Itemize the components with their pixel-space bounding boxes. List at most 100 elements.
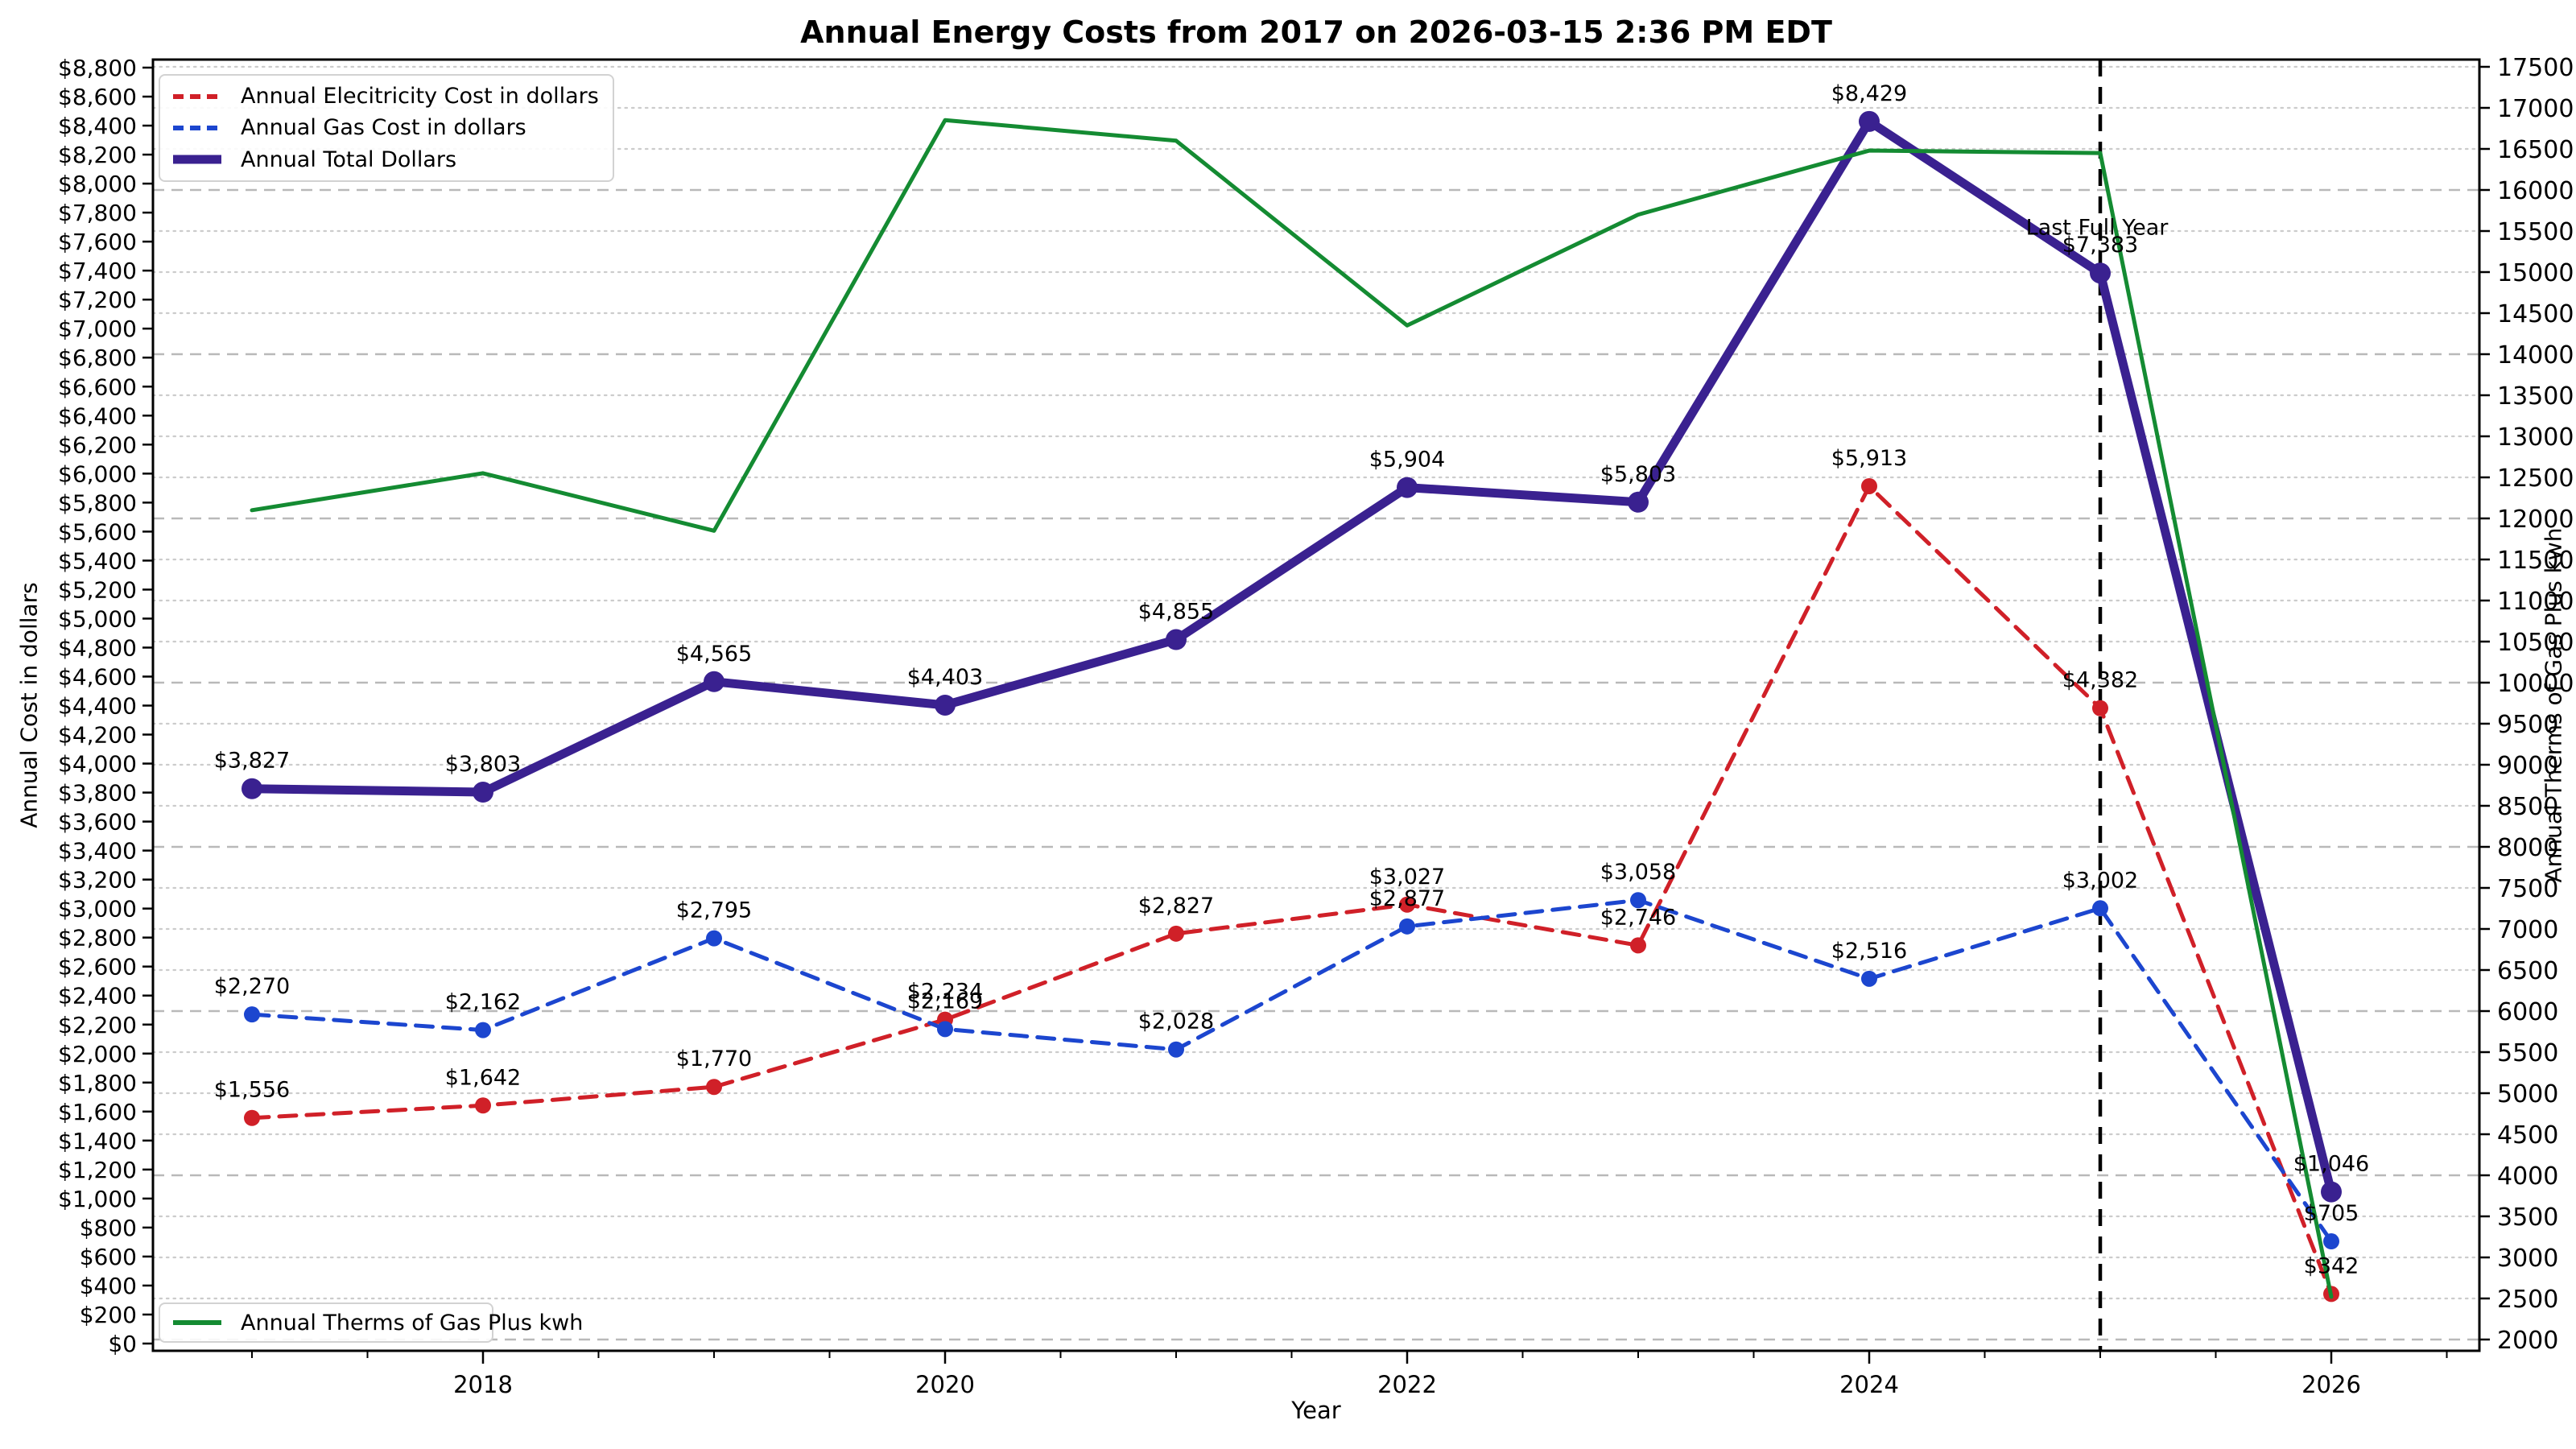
right-tick-label: 10000 [2497, 670, 2574, 698]
left-tick-label: $8,200 [58, 142, 137, 168]
left-tick-label: $3,400 [58, 838, 137, 865]
left-tick-label: $5,400 [58, 547, 137, 574]
series-electricity-line [250, 484, 2334, 1296]
point-label: $2,795 [676, 898, 752, 923]
chart-title: Annual Energy Costs from 2017 on 2026-03… [800, 14, 1832, 50]
right-tick-label: 9000 [2497, 752, 2558, 780]
left-tick-label: $6,800 [58, 345, 137, 371]
right-tick-label: 11000 [2497, 588, 2574, 616]
point-label: $1,556 [214, 1078, 290, 1103]
gas-line-swatch [171, 122, 223, 134]
last-full-year-annotation: Last Full Year [2025, 215, 2169, 241]
right-tick-label: 5000 [2497, 1080, 2558, 1108]
left-tick-label: $4,400 [58, 693, 137, 720]
right-tick-label: 15000 [2497, 259, 2574, 287]
point-label: $4,565 [676, 642, 752, 667]
left-axis-title: Annual Cost in dollars [15, 582, 43, 828]
right-tick-label: 7000 [2497, 916, 2558, 944]
legend-label-total: Annual Total Dollars [241, 147, 457, 172]
left-tick-label: $2,000 [58, 1041, 137, 1067]
data-point [242, 778, 262, 799]
point-label: $4,382 [2062, 668, 2138, 693]
point-label: $3,803 [445, 752, 521, 777]
point-label: $705 [2304, 1201, 2359, 1226]
left-axis-ticks: $0 $200 $400 $600 $800 $1,000 $1,200 $1,400 $1,6… [58, 55, 153, 1357]
left-tick-label: $1,600 [58, 1099, 137, 1125]
left-tick-label: $2,600 [58, 954, 137, 980]
left-tick-label: $5,600 [58, 518, 137, 545]
legend-item-therms: Annual Therms of Gas Plus kwh [171, 1306, 583, 1340]
right-tick-label: 4000 [2497, 1162, 2558, 1191]
data-point [1166, 629, 1187, 650]
left-tick-label: $1,200 [58, 1157, 137, 1183]
x-tick-label: 2026 [2301, 1371, 2361, 1398]
legend-item-total: Annual Total Dollars [171, 144, 601, 175]
left-tick-label: $2,800 [58, 925, 137, 952]
right-tick-label: 13500 [2497, 382, 2574, 411]
left-tick-label: $5,000 [58, 605, 137, 632]
x-tick-label: 2020 [915, 1371, 975, 1398]
data-point [706, 1079, 722, 1096]
right-tick-label: 12000 [2497, 506, 2574, 534]
point-label: $1,642 [445, 1065, 521, 1090]
left-tick-label: $8,800 [58, 55, 137, 81]
right-tick-label: 16500 [2497, 136, 2574, 164]
series-total-line [247, 117, 2336, 1197]
data-point [1168, 925, 1184, 942]
point-label: $4,855 [1138, 600, 1214, 625]
data-point [1168, 1041, 1184, 1058]
point-label: $2,028 [1138, 1009, 1214, 1034]
left-tick-label: $4,200 [58, 722, 137, 749]
left-tick-label: $1,800 [58, 1070, 137, 1096]
data-point [704, 671, 724, 692]
legend-label-therms: Annual Therms of Gas Plus kwh [241, 1310, 584, 1335]
data-point [475, 1097, 491, 1114]
right-tick-label: 3000 [2497, 1245, 2558, 1273]
data-point [1861, 477, 1877, 494]
right-axis-ticks: 2000 2500 3000 3500 4000 4500 5000 5500 6000 6500… [2479, 54, 2574, 1355]
left-tick-label: $800 [80, 1215, 137, 1241]
point-label: $7,383 [2062, 233, 2138, 258]
data-point [1859, 110, 1880, 132]
left-tick-label: $7,200 [58, 287, 137, 313]
right-tick-label: 7500 [2497, 875, 2558, 903]
point-label: $1,770 [676, 1046, 752, 1071]
data-point [1399, 918, 1415, 935]
series-therms-line [250, 118, 2334, 1299]
left-tick-label: $4,600 [58, 663, 137, 690]
point-label: $2,162 [445, 990, 521, 1015]
left-tick-label: $7,000 [58, 316, 137, 342]
data-point [473, 782, 493, 803]
data-point [1399, 896, 1415, 913]
left-tick-label: $6,400 [58, 402, 137, 429]
point-label: $1,046 [2293, 1152, 2369, 1177]
x-axis-title: Year [1291, 1397, 1341, 1424]
data-point [937, 1021, 953, 1038]
data-point [1397, 477, 1418, 498]
right-tick-label: 10500 [2497, 629, 2574, 657]
left-tick-label: $1,000 [58, 1186, 137, 1212]
left-tick-label: $3,000 [58, 896, 137, 923]
total-line-swatch [171, 154, 223, 165]
point-label: $3,827 [214, 749, 290, 774]
right-tick-label: 16000 [2497, 177, 2574, 205]
left-tick-label: $7,400 [58, 258, 137, 284]
data-point [1628, 491, 1649, 513]
point-label: $4,403 [907, 665, 983, 690]
point-label: $342 [2304, 1253, 2359, 1278]
right-tick-label: 17000 [2497, 95, 2574, 123]
point-label: $5,904 [1369, 448, 1445, 473]
data-point [2090, 262, 2111, 284]
left-tick-label: $3,800 [58, 780, 137, 807]
point-label: $2,516 [1831, 939, 1907, 964]
point-label: $2,827 [1138, 894, 1214, 919]
data-point [2092, 700, 2108, 716]
data-point [2092, 900, 2108, 917]
legend-top: Annual Elecitricity Cost in dollars Annu… [159, 74, 614, 182]
right-tick-label: 6000 [2497, 998, 2558, 1026]
data-point [1630, 937, 1646, 954]
left-tick-label: $4,800 [58, 634, 137, 661]
series-electricity [244, 477, 2339, 1302]
point-label: $3,027 [1369, 865, 1445, 890]
